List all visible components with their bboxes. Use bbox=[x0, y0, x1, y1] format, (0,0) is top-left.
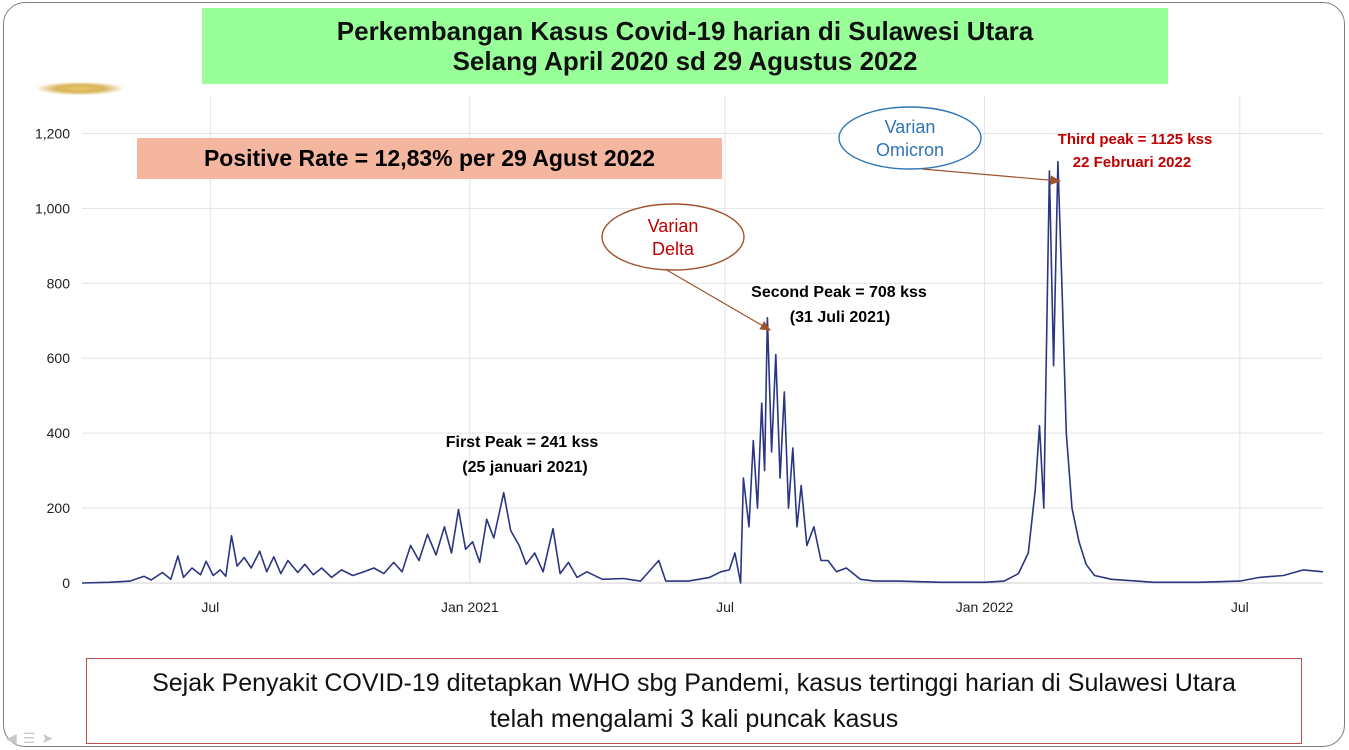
title-line-1: Perkembangan Kasus Covid-19 harian di Su… bbox=[336, 16, 1034, 46]
title-line-2: Selang April 2020 sd 29 Agustus 2022 bbox=[452, 46, 918, 76]
omicron-label-line1: Varian bbox=[885, 117, 936, 137]
series-layer bbox=[81, 160, 1324, 584]
x-tick-label: Jan 2021 bbox=[441, 599, 499, 615]
caption-box: Sejak Penyakit COVID-19 ditetapkan WHO s… bbox=[86, 658, 1302, 744]
x-tick-label: Jul bbox=[201, 599, 219, 615]
caption-line-1: Sejak Penyakit COVID-19 ditetapkan WHO s… bbox=[152, 669, 1236, 697]
title-banner: Perkembangan Kasus Covid-19 harian di Su… bbox=[202, 8, 1168, 84]
y-tick-label: 1,200 bbox=[35, 125, 70, 141]
logo-fragment bbox=[38, 82, 122, 95]
slide-frame bbox=[3, 2, 1345, 747]
omicron-ellipse bbox=[838, 106, 982, 170]
positive-rate-box: Positive Rate = 12,83% per 29 Agust 2022 bbox=[137, 138, 722, 179]
delta-ellipse bbox=[601, 203, 745, 271]
third-peak-label-line2: 22 Februari 2022 bbox=[1073, 154, 1191, 171]
grid-layer bbox=[82, 96, 1323, 584]
annotation-layer: Varian Delta Varian Omicron First Peak =… bbox=[446, 106, 1213, 476]
x-tick-label: Jan 2022 bbox=[956, 599, 1014, 615]
x-tick-label: Jul bbox=[716, 599, 734, 615]
next-slide-icon[interactable]: ➤ bbox=[41, 730, 60, 746]
first-peak-label-line1: First Peak = 241 kss bbox=[446, 434, 599, 451]
y-tick-label: 200 bbox=[47, 500, 71, 516]
series-line bbox=[81, 160, 1324, 584]
menu-icon[interactable]: ☰ bbox=[22, 730, 42, 746]
omicron-arrow bbox=[921, 168, 1062, 185]
caption-line-2: telah mengalami 3 kali puncak kasus bbox=[489, 705, 899, 733]
x-tick-label: Jul bbox=[1231, 599, 1249, 615]
y-tick-label: 800 bbox=[47, 275, 71, 291]
y-tick-label: 600 bbox=[47, 350, 71, 366]
delta-arrow bbox=[664, 268, 772, 331]
y-tick-label: 0 bbox=[62, 575, 70, 591]
y-tick-label: 400 bbox=[47, 425, 71, 441]
second-peak-label-line1: Second Peak = 708 kss bbox=[751, 284, 927, 301]
second-peak-label-line2: (31 Juli 2021) bbox=[790, 309, 891, 326]
first-peak-label-line2: (25 januari 2021) bbox=[462, 459, 587, 476]
slide-nav-icons[interactable]: ◀☰➤ bbox=[6, 730, 59, 747]
delta-label-line1: Varian bbox=[648, 216, 699, 236]
y-tick-label: 1,000 bbox=[35, 200, 70, 216]
omicron-label-line2: Omicron bbox=[876, 140, 944, 160]
third-peak-label-line1: Third peak = 1125 kss bbox=[1058, 131, 1213, 148]
axis-layer: 0 200 400 600 800 1,000 1,200 Jul Jan 2021 Jul Jan… bbox=[35, 125, 1249, 615]
delta-label-line2: Delta bbox=[652, 239, 695, 259]
prev-slide-icon[interactable]: ◀ bbox=[6, 730, 23, 746]
